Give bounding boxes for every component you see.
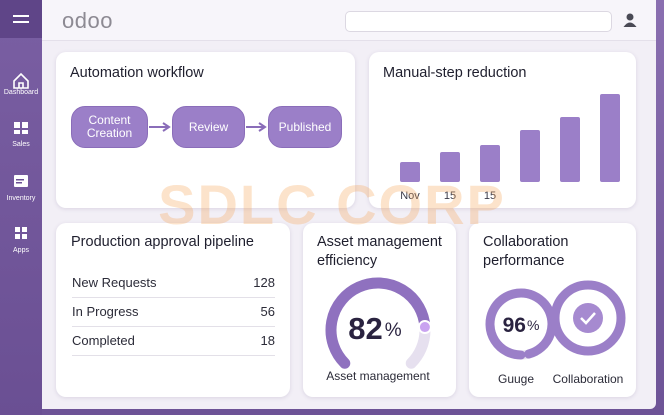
card-title: Automation workflow [70, 65, 204, 81]
gauge-progress [325, 277, 431, 369]
nav-apps[interactable]: Apps [13, 247, 29, 254]
sidebar: Dashboard Sales Inventory Apps [0, 0, 42, 415]
bar [400, 162, 420, 182]
asset-card: Asset management efficiency 82% Asset ma… [303, 223, 456, 397]
row-value: 18 [260, 333, 275, 348]
ring-progress [485, 288, 557, 360]
nav-dashboard[interactable]: Dashboard [3, 89, 39, 96]
collaboration-card: Collaboration performance 96% Guuge Coll… [469, 223, 636, 397]
nav-inventory[interactable]: Inventory [6, 195, 36, 202]
rings: 96% Guuge Collaboration [485, 280, 626, 386]
row-value: 56 [260, 304, 275, 319]
card-title: Asset management efficiency [317, 234, 442, 269]
value: 96 [503, 314, 526, 337]
bar [560, 117, 580, 182]
check-icon [580, 312, 596, 325]
row-label: New Requests [72, 275, 157, 290]
table-row: In Progress 56 [72, 298, 275, 327]
row-value: 128 [253, 275, 275, 290]
ring-label: Guuge [498, 372, 534, 386]
bar [440, 152, 460, 182]
automation-card: Automation workflow Content Creation Rev… [56, 52, 355, 208]
search-box[interactable] [345, 11, 612, 32]
user-icon[interactable] [622, 12, 638, 28]
workflow-step[interactable]: Published [268, 106, 342, 148]
row-label: Completed [72, 333, 135, 348]
chart-card: Manual-step reduction Nov 15 15 [369, 52, 636, 208]
bar-chart: Nov 15 15 [400, 94, 620, 202]
bar [600, 94, 620, 182]
gauge-label: Asset management [326, 369, 430, 383]
row-label: In Progress [72, 304, 139, 319]
x-tick-label: 15 [444, 190, 456, 202]
gauge-knob [417, 320, 432, 335]
menu-icon [13, 15, 29, 23]
gauge: 82% Asset management [325, 277, 432, 383]
card-title: Collaboration performance [483, 234, 569, 269]
workflow-arrows [149, 122, 267, 132]
x-tick-label: Nov [400, 190, 420, 202]
workflow-step[interactable]: Review [172, 106, 245, 148]
check-badge [573, 303, 603, 333]
table-row: Completed 18 [72, 327, 275, 356]
logo[interactable]: odoo [62, 8, 113, 33]
bar [480, 145, 500, 182]
unit: % [527, 317, 539, 333]
value: 82 [348, 311, 382, 346]
side-icons [13, 72, 29, 239]
ring [550, 280, 626, 356]
chart-title: Manual-step reduction [383, 65, 527, 81]
card-title: Production approval pipeline [71, 234, 254, 250]
ring-label: Collaboration [553, 372, 624, 386]
ring-value: 96% [503, 314, 540, 337]
gauge-value: 82% [348, 311, 401, 346]
unit: % [385, 320, 402, 341]
workflow-step[interactable]: Content Creation [71, 106, 148, 148]
nav-sales[interactable]: Sales [12, 141, 30, 148]
pipeline-card: Production approval pipeline New Request… [56, 223, 290, 397]
menu-bar[interactable] [0, 0, 42, 38]
bar [520, 130, 540, 182]
top-bar: odoo [42, 0, 656, 41]
table-row: New Requests 128 [72, 269, 275, 298]
x-tick-label: 15 [484, 190, 496, 202]
